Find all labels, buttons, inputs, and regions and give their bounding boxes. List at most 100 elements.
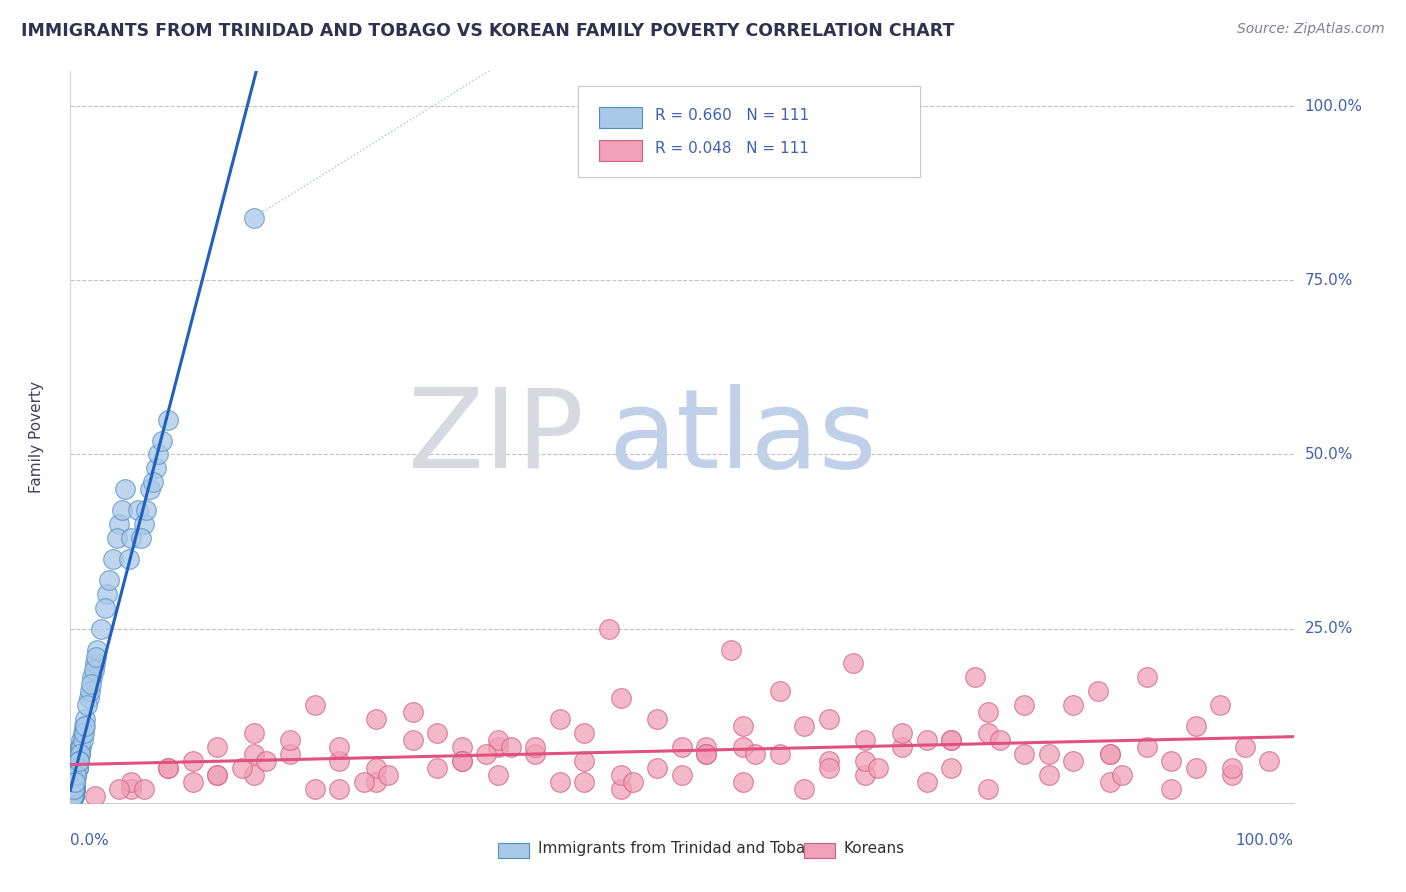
Point bbox=[60, 789, 83, 803]
Point bbox=[69, 747, 91, 761]
Point bbox=[60, 789, 83, 803]
Point bbox=[67, 747, 90, 761]
Point bbox=[524, 747, 547, 761]
Text: Koreans: Koreans bbox=[844, 841, 904, 856]
Point bbox=[366, 761, 388, 775]
Point bbox=[65, 768, 87, 782]
Point bbox=[1062, 754, 1084, 768]
Point bbox=[121, 531, 143, 545]
Point bbox=[548, 712, 571, 726]
Point bbox=[62, 781, 84, 796]
Point bbox=[98, 573, 121, 587]
Text: 50.0%: 50.0% bbox=[1305, 447, 1353, 462]
Point bbox=[915, 733, 938, 747]
Point bbox=[976, 726, 998, 740]
Point bbox=[450, 754, 472, 768]
Point bbox=[67, 747, 90, 761]
Point bbox=[65, 768, 87, 782]
Point bbox=[63, 781, 86, 796]
Point bbox=[69, 740, 91, 755]
Point bbox=[148, 448, 170, 462]
Point bbox=[817, 712, 839, 726]
Point bbox=[63, 781, 86, 796]
Point bbox=[488, 768, 510, 782]
Point bbox=[1220, 761, 1243, 775]
Point bbox=[1220, 768, 1243, 782]
Point bbox=[426, 726, 449, 740]
Point bbox=[817, 761, 839, 775]
Point bbox=[62, 789, 84, 803]
Point bbox=[976, 705, 998, 719]
Point bbox=[66, 761, 89, 775]
Point bbox=[366, 775, 388, 789]
Point bbox=[1233, 740, 1256, 755]
Point bbox=[63, 781, 86, 796]
Point bbox=[63, 781, 86, 796]
Point bbox=[1062, 698, 1084, 713]
Point bbox=[145, 461, 167, 475]
Point bbox=[60, 789, 83, 803]
Point bbox=[63, 781, 86, 796]
Point bbox=[855, 733, 877, 747]
Point bbox=[793, 781, 815, 796]
Point bbox=[114, 483, 136, 497]
Point bbox=[63, 781, 86, 796]
Point bbox=[280, 747, 302, 761]
Bar bbox=[599, 107, 641, 128]
Point bbox=[60, 789, 83, 803]
Point bbox=[63, 775, 86, 789]
Point bbox=[90, 622, 112, 636]
Point bbox=[988, 733, 1011, 747]
Point bbox=[488, 733, 510, 747]
Point bbox=[60, 789, 83, 803]
Point bbox=[548, 775, 571, 789]
Point bbox=[63, 789, 86, 803]
Point bbox=[243, 747, 266, 761]
Point bbox=[121, 775, 143, 789]
Point bbox=[72, 726, 94, 740]
Point bbox=[377, 768, 399, 782]
Point bbox=[1209, 698, 1232, 713]
Point bbox=[77, 691, 100, 706]
Point bbox=[720, 642, 742, 657]
Point bbox=[142, 475, 165, 490]
Point bbox=[402, 733, 425, 747]
Point bbox=[181, 754, 204, 768]
Text: 75.0%: 75.0% bbox=[1305, 273, 1353, 288]
Point bbox=[62, 768, 84, 782]
Point bbox=[572, 726, 595, 740]
Point bbox=[73, 719, 96, 733]
Bar bbox=[499, 843, 529, 858]
Point bbox=[328, 754, 350, 768]
Bar bbox=[599, 140, 641, 161]
Point bbox=[402, 705, 425, 719]
Point bbox=[499, 740, 522, 755]
Point bbox=[62, 789, 84, 803]
Point bbox=[66, 754, 89, 768]
Point bbox=[243, 768, 266, 782]
Point bbox=[83, 664, 105, 678]
Point bbox=[60, 789, 83, 803]
FancyBboxPatch shape bbox=[578, 86, 921, 178]
Point bbox=[855, 768, 877, 782]
Point bbox=[817, 754, 839, 768]
Point bbox=[63, 768, 86, 782]
Point bbox=[108, 517, 131, 532]
Point bbox=[62, 789, 84, 803]
Point bbox=[62, 789, 84, 803]
Point bbox=[67, 754, 90, 768]
Point bbox=[62, 789, 84, 803]
Point bbox=[111, 503, 134, 517]
Bar bbox=[804, 843, 835, 858]
Point bbox=[695, 747, 717, 761]
Point bbox=[66, 761, 89, 775]
Point bbox=[733, 719, 755, 733]
Point bbox=[1014, 747, 1036, 761]
Point bbox=[488, 740, 510, 755]
Point bbox=[96, 587, 118, 601]
Point bbox=[610, 781, 633, 796]
Point bbox=[65, 761, 87, 775]
Point bbox=[62, 789, 84, 803]
Text: Immigrants from Trinidad and Tobago: Immigrants from Trinidad and Tobago bbox=[537, 841, 824, 856]
Point bbox=[915, 775, 938, 789]
